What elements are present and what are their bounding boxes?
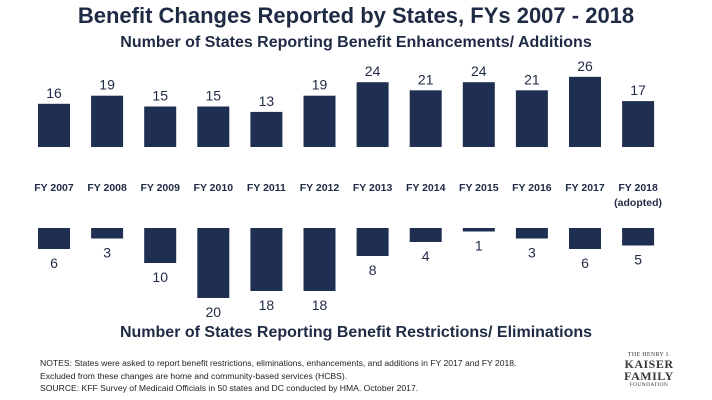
enhancements-subtitle: Number of States Reporting Benefit Enhan… [120, 34, 592, 51]
category-label: FY 2014 [406, 182, 446, 194]
enhancement-value-label: 15 [152, 88, 168, 104]
category-label: FY 2012 [300, 182, 340, 194]
category-label: FY 2016 [512, 182, 552, 194]
enhancement-value-label: 16 [46, 85, 62, 101]
enhancement-value-label: 24 [365, 63, 381, 79]
restriction-bar [569, 228, 601, 249]
category-label: FY 2008 [87, 182, 127, 194]
enhancement-bar [569, 76, 601, 147]
restriction-value-label: 8 [369, 262, 377, 278]
chart-title: Benefit Changes Reported by States, FYs … [77, 3, 635, 28]
logo-line: KAISER [624, 357, 674, 371]
enhancement-bar [91, 95, 124, 147]
enhancement-value-label: 26 [577, 58, 593, 74]
enhancement-bar [515, 90, 548, 147]
restriction-value-label: 18 [259, 297, 275, 313]
enhancement-bar [144, 106, 177, 147]
enhancement-value-label: 13 [259, 93, 275, 109]
category-label: FY 2015 [459, 182, 499, 194]
enhancement-bar [303, 95, 336, 147]
restriction-value-label: 1 [475, 238, 483, 254]
enhancement-value-label: 15 [206, 88, 222, 104]
restriction-bar [622, 228, 655, 246]
restriction-value-label: 10 [152, 269, 168, 285]
restriction-bar [250, 228, 283, 291]
restriction-value-label: 3 [103, 245, 111, 261]
enhancement-value-label: 24 [471, 63, 487, 79]
source-line: SOURCE: KFF Survey of Medicaid Officials… [40, 383, 419, 393]
enhancement-bar [250, 111, 283, 147]
enhancement-value-label: 19 [99, 77, 115, 93]
restriction-bar [303, 228, 336, 291]
restriction-bar [38, 228, 70, 249]
enhancement-value-label: 21 [418, 71, 434, 87]
category-label: FY 2011 [247, 182, 286, 194]
restriction-value-label: 6 [581, 255, 589, 271]
restriction-bar [144, 228, 177, 263]
enhancement-bar [197, 106, 230, 147]
category-label: FY 2009 [140, 182, 180, 194]
restriction-bar [515, 228, 548, 239]
restriction-value-label: 18 [312, 297, 328, 313]
restriction-bar [356, 228, 389, 256]
logo-line: THE HENRY J. [627, 352, 671, 358]
restriction-value-label: 6 [50, 255, 58, 271]
restriction-value-label: 20 [206, 304, 222, 320]
category-label: FY 2010 [194, 182, 234, 194]
restrictions-subtitle: Number of States Reporting Benefit Restr… [119, 324, 593, 341]
notes-line: Excluded from these changes are home and… [40, 370, 348, 381]
logo-line: FAMILY [624, 369, 674, 383]
category-label: FY 2018 [618, 182, 658, 194]
chart-notes: NOTES: States were asked to report benef… [40, 357, 600, 395]
restriction-value-label: 4 [422, 248, 430, 264]
restriction-bar [197, 228, 230, 298]
enhancement-value-label: 17 [630, 82, 646, 98]
restriction-value-label: 3 [528, 245, 536, 261]
logo-line: FOUNDATION [629, 382, 669, 388]
enhancement-bar [38, 103, 70, 147]
category-sublabel: (adopted) [614, 197, 662, 209]
category-label: FY 2013 [353, 182, 393, 194]
enhancement-bar [356, 82, 389, 147]
enhancement-value-label: 21 [524, 71, 540, 87]
enhancement-bar [462, 82, 495, 147]
enhancement-value-label: 19 [312, 77, 328, 93]
restriction-value-label: 5 [634, 252, 642, 268]
restriction-bar [91, 228, 124, 239]
enhancement-bar [622, 101, 655, 147]
restriction-bar [462, 228, 495, 232]
enhancement-bar [409, 90, 442, 147]
notes-line: NOTES: States were asked to report benef… [40, 358, 517, 368]
category-label: FY 2007 [34, 182, 74, 194]
restriction-bar [409, 228, 442, 242]
kff-logo: THE HENRY J. KAISER FAMILY FOUNDATION [618, 352, 680, 388]
category-label: FY 2017 [565, 182, 605, 194]
